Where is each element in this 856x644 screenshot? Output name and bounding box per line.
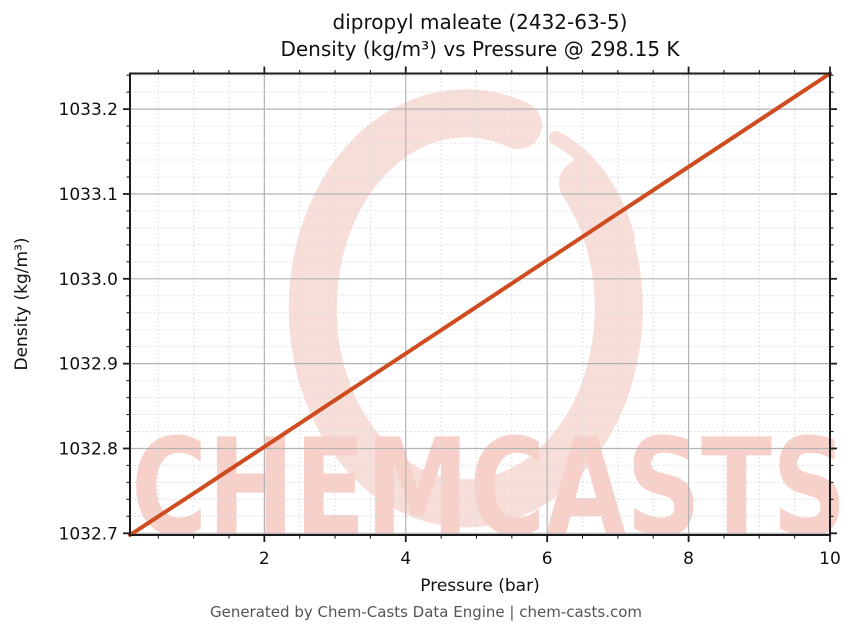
x-tick-label: 2 — [259, 549, 270, 569]
y-tick-label: 1033.0 — [59, 270, 118, 290]
chart-title: dipropyl maleate (2432-63-5) Density (kg… — [130, 9, 830, 63]
x-tick-label: 6 — [542, 549, 553, 569]
x-tick-label: 4 — [400, 549, 411, 569]
chart-title-line2: Density (kg/m³) vs Pressure @ 298.15 K — [280, 37, 680, 61]
axes-frame — [123, 66, 837, 542]
plot-border — [129, 72, 831, 536]
chart-title-line1: dipropyl maleate (2432-63-5) — [332, 10, 628, 34]
y-tick-label: 1032.8 — [59, 439, 118, 459]
y-tick-label: 1032.9 — [59, 355, 118, 375]
watermark-layer: CHEMCASTS — [131, 89, 847, 566]
grid-major — [130, 73, 830, 535]
y-tick-label: 1033.2 — [59, 100, 118, 120]
data-series-layer — [128, 71, 832, 537]
chemcasts-ring-logo-icon — [288, 89, 643, 528]
chemcasts-ring-detail-icon — [549, 131, 635, 245]
y-tick-label: 1033.1 — [59, 185, 118, 205]
y-axis-label: Density (kg/m³) — [12, 237, 32, 371]
grid-minor — [130, 73, 830, 535]
x-tick-label: 10 — [819, 549, 841, 569]
x-axis-label: Pressure (bar) — [420, 576, 540, 596]
data-line — [128, 71, 832, 537]
watermark-text: CHEMCASTS — [131, 410, 847, 566]
x-tick-label: 8 — [683, 549, 694, 569]
y-tick-label: 1032.7 — [59, 524, 118, 544]
footer-credit: Generated by Chem-Casts Data Engine | ch… — [209, 603, 643, 621]
tick-labels: 2 4 6 8 10 1032.7 1032.8 1032.9 1033.0 1033.1 1033… — [59, 100, 841, 569]
